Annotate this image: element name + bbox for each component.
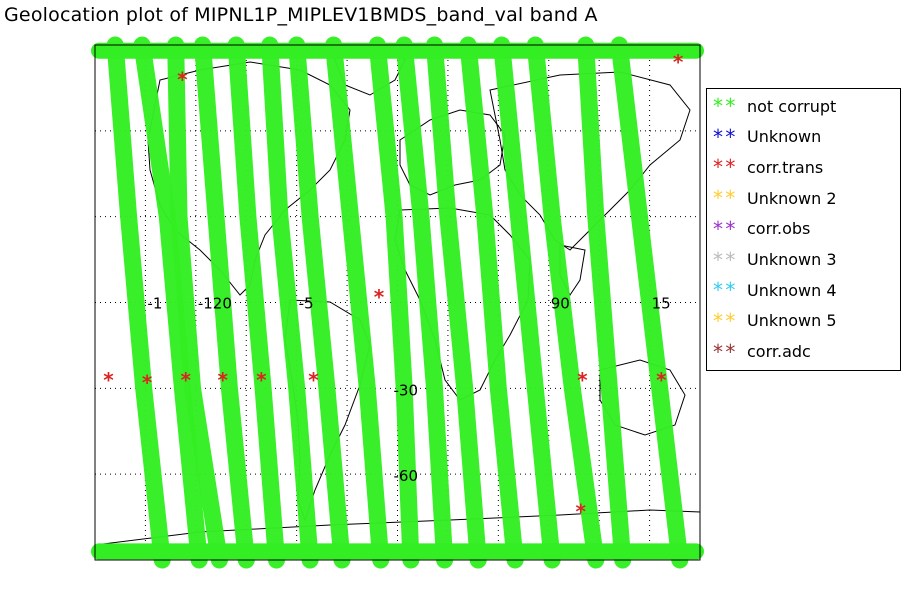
- ground-track: [227, 36, 285, 569]
- flagged-point: *: [575, 499, 586, 523]
- ground-track: [610, 36, 689, 569]
- legend-symbol: * *: [713, 216, 735, 241]
- ground-track: [106, 36, 171, 569]
- legend-item: * * Unknown: [713, 123, 821, 151]
- tick-label: -1: [147, 295, 162, 313]
- ground-track: [288, 36, 351, 569]
- flagged-point: *: [577, 368, 588, 392]
- chart-title: Geolocation plot of MIPNL1P_MIPLEV1BMDS_…: [4, 4, 598, 26]
- ground-track: [261, 36, 319, 569]
- legend: * * not corrupt * * Unknown * * corr.trans * *…: [706, 88, 901, 371]
- legend-item: * * corr.obs: [713, 215, 810, 243]
- ground-track: [526, 36, 605, 569]
- europe-outline: [399, 109, 506, 196]
- flagged-point: *: [177, 67, 188, 91]
- ground-track: [368, 36, 420, 569]
- legend-label: corr.adc: [747, 342, 811, 362]
- africa-outline: [394, 207, 531, 401]
- legend-symbol: * *: [713, 186, 735, 211]
- legend-label: corr.trans: [747, 157, 824, 177]
- legend-symbol: * *: [713, 94, 735, 118]
- legend-symbol: * *: [713, 308, 735, 333]
- legend-label: not corrupt: [747, 96, 837, 116]
- track-layer: [91, 36, 704, 569]
- ground-track: [426, 36, 487, 569]
- flagged-point: *: [142, 371, 153, 395]
- legend-label: Unknown 2: [747, 188, 837, 208]
- ground-track: [395, 36, 454, 569]
- flagged-point: *: [308, 368, 319, 392]
- plot-frame: [94, 44, 701, 561]
- ground-track: [493, 36, 561, 569]
- legend-item: * * corr.trans: [713, 153, 823, 181]
- flagged-point: *: [103, 368, 114, 392]
- legend-item: * * Unknown 5: [713, 307, 837, 335]
- flagged-point: *: [181, 368, 192, 392]
- ground-track: [167, 36, 228, 569]
- ground-track: [459, 36, 524, 569]
- tick-label: 15: [652, 295, 671, 313]
- ground-track: [577, 36, 632, 569]
- tick-label: 90: [551, 295, 570, 313]
- tick-label-layer: -1 -120 -5 90 15 -30 -60: [147, 295, 670, 486]
- ground-track: [133, 36, 208, 569]
- legend-label: Unknown: [747, 127, 822, 147]
- flagged-point: *: [656, 368, 667, 392]
- legend-symbol: * *: [713, 124, 735, 149]
- legend-label: Unknown 4: [747, 280, 837, 300]
- ground-track: [325, 36, 390, 569]
- tick-label: -5: [299, 295, 314, 313]
- tick-label: -30: [394, 381, 419, 399]
- tick-label: -60: [394, 467, 419, 485]
- legend-item: * * corr.adc: [713, 338, 811, 366]
- flagged-point: *: [374, 285, 385, 309]
- legend-symbol: * *: [713, 339, 735, 364]
- flagged-point: *: [217, 368, 228, 392]
- legend-label: Unknown 5: [747, 311, 837, 331]
- flagged-points-layer: * * * * * * * * * * * *: [103, 50, 684, 523]
- legend-label: Unknown 3: [747, 250, 837, 269]
- legend-item: * * not corrupt: [713, 92, 836, 120]
- legend-symbol: * *: [713, 247, 735, 272]
- legend-symbol: * *: [713, 278, 735, 303]
- tick-label: -120: [198, 295, 232, 313]
- flagged-point: *: [256, 368, 267, 392]
- legend-symbol: * *: [713, 155, 735, 180]
- legend-item: * * Unknown 2: [713, 184, 837, 212]
- ground-track: [194, 36, 255, 569]
- legend-item: * * Unknown 4: [713, 276, 837, 304]
- legend-label: corr.obs: [747, 219, 811, 239]
- flagged-point: *: [673, 50, 684, 74]
- legend-item: * * Unknown 3: [713, 246, 837, 274]
